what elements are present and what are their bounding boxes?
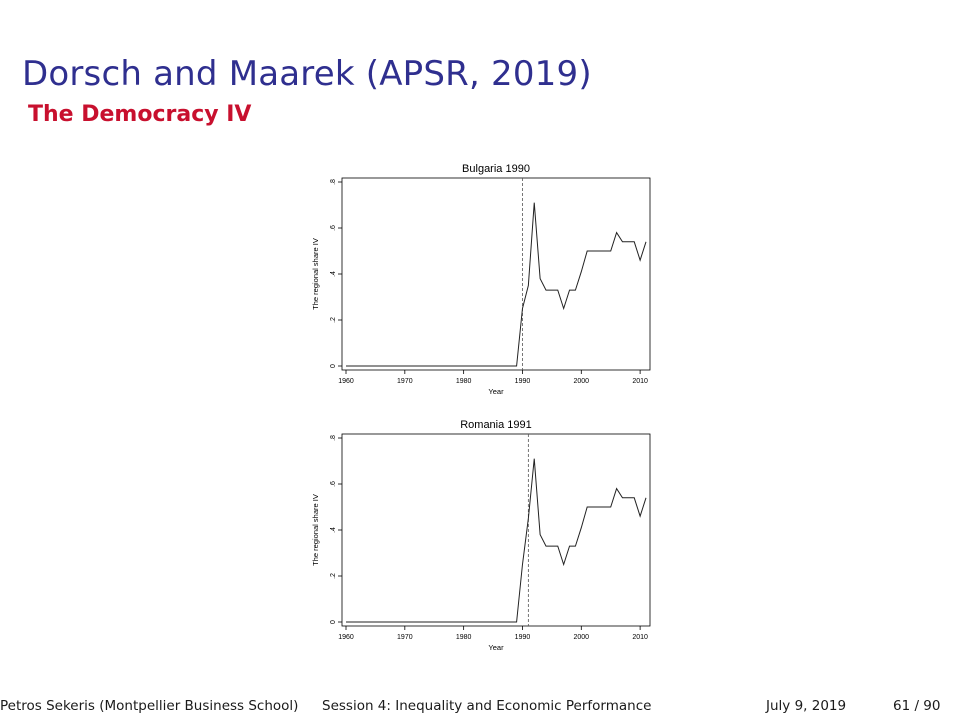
- footer: Petros Sekeris (Montpellier Business Sch…: [0, 696, 960, 720]
- y-tick-label: 0: [330, 364, 337, 368]
- footer-session: Session 4: Inequality and Economic Perfo…: [322, 698, 652, 714]
- x-tick-label: 1980: [456, 634, 472, 641]
- x-tick-label: 1970: [397, 634, 413, 641]
- chart-title: Bulgaria 1990: [462, 163, 530, 175]
- y-axis-label: The regional share IV: [311, 494, 320, 566]
- chart-svg: Bulgaria 1990 1960 1970 1980 1990 2000 2010 0 .2…: [311, 163, 651, 396]
- y-tick-label: .8: [330, 179, 337, 185]
- x-tick-label: 2010: [632, 634, 648, 641]
- footer-author: Petros Sekeris (Montpellier Business Sch…: [0, 698, 299, 714]
- x-tick-label: 1990: [515, 634, 531, 641]
- chart-svg: Romania 1991 1960 1970 1980 1990 2000 2010 0 .2.…: [311, 419, 651, 652]
- y-tick-label: 0: [330, 620, 337, 624]
- x-tick-label: 1990: [515, 378, 531, 385]
- y-axis-label: The regional share IV: [311, 238, 320, 310]
- x-axis-label: Year: [488, 643, 504, 652]
- y-tick-label: .4: [330, 527, 337, 533]
- series-line: [346, 202, 647, 367]
- series-line: [346, 458, 647, 623]
- footer-date: July 9, 2019: [766, 698, 847, 714]
- x-tick-label: 2010: [632, 378, 648, 385]
- y-tick-label: .6: [330, 225, 337, 231]
- x-tick-label: 2000: [574, 378, 590, 385]
- slide-title: Dorsch and Maarek (APSR, 2019): [22, 54, 592, 94]
- x-tick-label: 1980: [456, 378, 472, 385]
- y-tick-label: .4: [330, 271, 337, 277]
- x-tick-label: 1960: [338, 634, 354, 641]
- x-axis-label: Year: [488, 387, 504, 396]
- y-tick-label: .6: [330, 481, 337, 487]
- plot-frame: [341, 433, 651, 627]
- plot-frame: [341, 177, 651, 371]
- chart-title: Romania 1991: [460, 419, 532, 431]
- footer-page-number: 61 / 90: [893, 698, 941, 714]
- y-tick-label: .8: [330, 435, 337, 441]
- y-tick-label: .2: [330, 573, 337, 579]
- x-tick-label: 1970: [397, 378, 413, 385]
- chart-bulgaria: Bulgaria 1990 1960 1970 1980 1990 2000 2010 0 .2…: [300, 158, 660, 398]
- x-tick-label: 1960: [338, 378, 354, 385]
- x-tick-label: 2000: [574, 634, 590, 641]
- y-tick-label: .2: [330, 317, 337, 323]
- slide-subtitle: The Democracy IV: [28, 102, 252, 127]
- chart-romania: Romania 1991 1960 1970 1980 1990 2000 2010 0 .2.…: [300, 414, 660, 654]
